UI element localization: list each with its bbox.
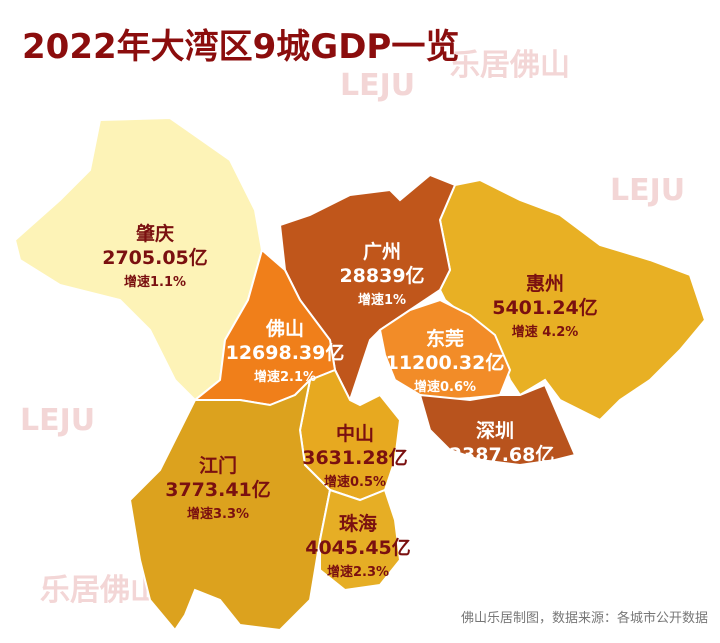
region-growth: 增速2.3%	[327, 564, 389, 580]
region-name: 深圳	[476, 419, 514, 442]
region-name: 肇庆	[136, 222, 174, 245]
region-zhaoqing	[13, 116, 264, 402]
source: 佛山乐居制图，数据来源：各城市公开数据	[461, 610, 708, 626]
region-gdp: 3773.41亿	[165, 478, 271, 501]
region-gdp: 4045.45亿	[305, 536, 411, 559]
watermark: LEJU	[340, 68, 415, 103]
region-name: 东莞	[426, 327, 464, 350]
region-gdp: 32387.68亿	[436, 443, 555, 466]
region-gdp: 3631.28亿	[302, 446, 408, 469]
region-growth: 增速0.6%	[414, 379, 476, 395]
watermark: LEJU	[20, 403, 95, 438]
region-growth: 增速1.1%	[124, 274, 186, 290]
watermark: 乐居佛山	[450, 48, 570, 83]
region-name: 佛山	[265, 317, 304, 340]
region-gdp: 11200.32亿	[386, 351, 505, 374]
region-growth: 增速1%	[358, 292, 406, 308]
watermark: 乐居佛山	[40, 573, 160, 608]
title: 2022年大湾区9城GDP一览	[22, 27, 459, 67]
region-name: 中山	[336, 422, 374, 445]
region-growth: 增速 4.2%	[512, 324, 579, 340]
region-growth: 增速0.5%	[324, 474, 386, 490]
region-name: 广州	[363, 240, 401, 263]
region-gdp: 28839亿	[339, 264, 424, 287]
region-gdp: 2705.05亿	[102, 246, 208, 269]
map	[13, 116, 707, 632]
region-gdp: 5401.24亿	[492, 296, 598, 319]
region-shenzhen	[418, 383, 577, 467]
region-name: 江门	[199, 454, 237, 477]
region-growth: 增速2.1%	[254, 369, 316, 385]
region-jiangmen	[128, 376, 332, 632]
region-zhuhai	[319, 488, 402, 592]
watermarks: LEJU 乐居佛山 LEJU 乐居佛山 LEJU	[20, 48, 685, 608]
region-name: 珠海	[339, 512, 377, 535]
region-gdp: 12698.39亿	[226, 341, 345, 364]
region-growth: 增速3.3%	[464, 471, 526, 487]
region-growth: 增速3.3%	[187, 506, 249, 522]
region-name: 惠州	[526, 273, 564, 295]
watermark: LEJU	[610, 173, 685, 208]
